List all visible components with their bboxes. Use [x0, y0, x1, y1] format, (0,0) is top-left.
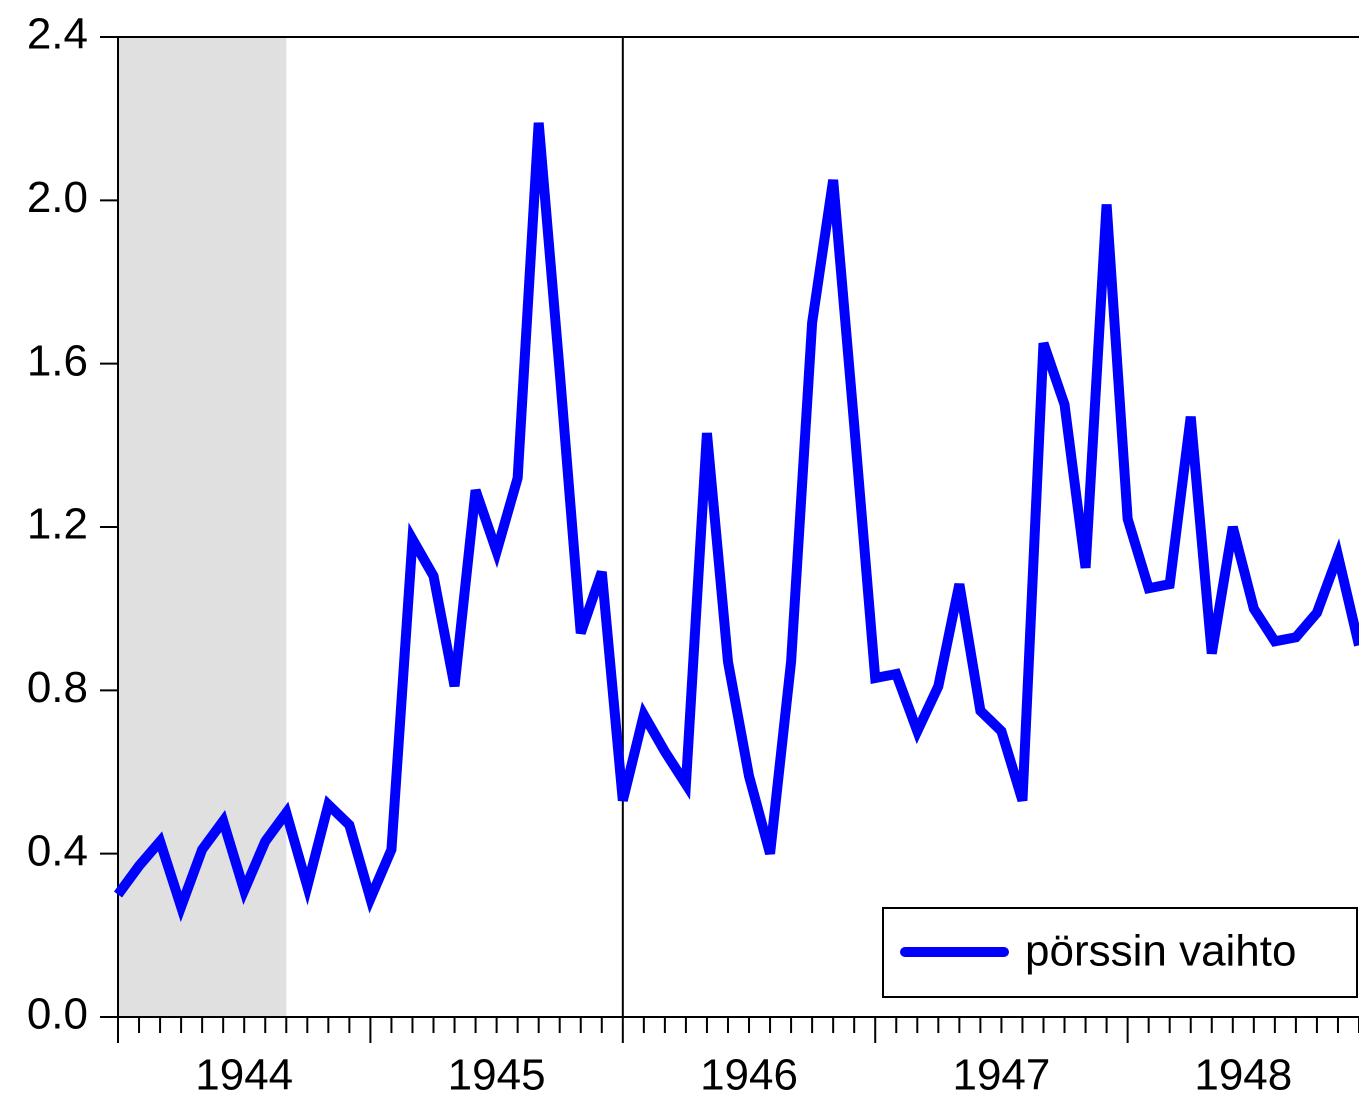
shaded-region [118, 37, 287, 1017]
y-tick-label: 1.6 [27, 336, 88, 385]
x-tick-label: 1947 [952, 1051, 1050, 1100]
series-line [113, 122, 1359, 923]
x-tick-label: 1944 [195, 1051, 293, 1100]
x-tick-label: 1948 [1194, 1051, 1292, 1100]
y-tick-label: 2.0 [27, 173, 88, 222]
x-tick-label: 1945 [448, 1051, 546, 1100]
x-tick-label: 1946 [700, 1051, 798, 1100]
y-tick-label: 2.4 [27, 10, 88, 59]
plot-frame [117, 36, 1359, 1018]
y-tick-label: 0.4 [27, 826, 88, 875]
y-tick-label: 0.0 [27, 990, 88, 1039]
y-tick-label: 0.8 [27, 663, 88, 712]
legend-label: pörssin vaihto [1025, 927, 1296, 976]
y-tick-label: 1.2 [27, 500, 88, 549]
